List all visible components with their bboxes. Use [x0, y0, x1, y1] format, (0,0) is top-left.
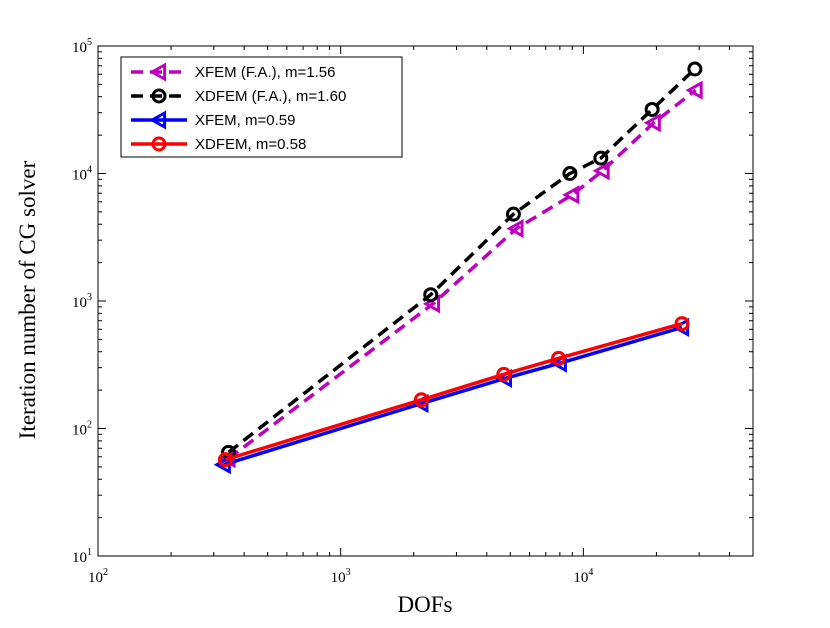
legend-box [120, 56, 403, 158]
x-tick-label-exp: 3 [346, 567, 351, 578]
series-line [224, 321, 683, 462]
y-tick-label-exp: 5 [87, 37, 92, 48]
y-axis-label: Iteration number of CG solver [15, 160, 40, 439]
data-point [685, 80, 703, 100]
data-point [687, 61, 703, 77]
y-tick-label-base: 10 [72, 168, 87, 184]
data-point [151, 136, 167, 152]
y-tick-label-base: 10 [72, 550, 87, 566]
y-tick-label: 104 [72, 165, 92, 184]
data-point [413, 392, 429, 408]
data-point [423, 287, 439, 303]
data-point [551, 350, 567, 366]
data-point [562, 166, 578, 181]
legend-label: XFEM (F.A.), m=1.56 [195, 64, 335, 81]
x-tick-label-exp: 2 [103, 567, 108, 578]
series-line [227, 88, 697, 461]
x-tick-label: 102 [88, 567, 108, 586]
x-tick-label-base: 10 [88, 570, 103, 586]
x-tick-label: 103 [331, 567, 351, 586]
x-tick-label: 104 [573, 567, 593, 586]
y-tick-label: 102 [72, 420, 92, 439]
data-point [217, 452, 233, 468]
x-axis-label: DOFs [398, 592, 453, 617]
legend-label: XDFEM, m=0.58 [195, 136, 306, 153]
y-tick-label-exp: 2 [87, 420, 92, 431]
y-tick-label-exp: 1 [87, 547, 92, 558]
data-point [496, 366, 512, 382]
y-tick-label-base: 10 [72, 423, 87, 439]
series-line [223, 325, 683, 467]
y-tick-label-exp: 4 [87, 165, 92, 176]
legend: XFEM (F.A.), m=1.56 XDFEM (F.A.), m=1.60 X… [120, 56, 403, 158]
legend-label: XFEM, m=0.59 [195, 112, 295, 129]
data-point [674, 316, 690, 332]
y-tick-label: 101 [72, 547, 92, 566]
data-point [505, 206, 521, 222]
data-point [643, 113, 661, 133]
data-point [148, 62, 167, 82]
data-point [148, 110, 167, 130]
data-point [151, 88, 167, 104]
data-point [644, 101, 660, 117]
y-tick-label-base: 10 [72, 40, 87, 56]
data-point [506, 219, 524, 239]
y-tick-label-exp: 3 [87, 292, 92, 303]
plot-frame [97, 45, 754, 557]
series-line [227, 67, 697, 454]
x-tick-label-exp: 4 [588, 567, 593, 578]
data-point [592, 161, 610, 181]
x-tick-label-base: 10 [331, 570, 346, 586]
y-tick-label: 105 [72, 37, 92, 56]
data-point [562, 185, 580, 205]
series-4 [217, 316, 690, 468]
legend-label: XDFEM (F.A.), m=1.60 [195, 88, 346, 105]
series-layer [213, 61, 703, 475]
y-tick-label: 103 [72, 292, 92, 311]
y-tick-label-base: 10 [72, 295, 87, 311]
x-tick-label-base: 10 [573, 570, 588, 586]
data-point [593, 150, 609, 166]
